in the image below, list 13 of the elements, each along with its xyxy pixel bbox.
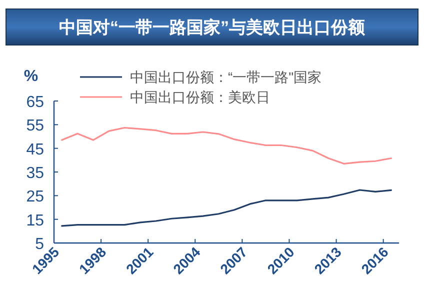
line-series (61, 189, 392, 227)
legend-label: 中国出口份额：“一带一路"国家 (130, 69, 322, 85)
y-axis-title: % (24, 68, 38, 85)
y-tick-label: 5 (35, 236, 44, 253)
y-tick-label: 35 (26, 165, 44, 182)
y-tick-label: 65 (26, 94, 44, 111)
line-series (61, 126, 392, 165)
y-tick-label: 15 (26, 212, 44, 230)
y-tick-label: 55 (26, 118, 44, 135)
legend-label: 中国出口份额：美欧日 (130, 89, 270, 105)
y-tick-label: 45 (26, 141, 44, 158)
chart-title: 中国对“一带一路国家”与美欧日出口份额 (59, 18, 366, 37)
y-tick-label: 25 (26, 188, 44, 206)
